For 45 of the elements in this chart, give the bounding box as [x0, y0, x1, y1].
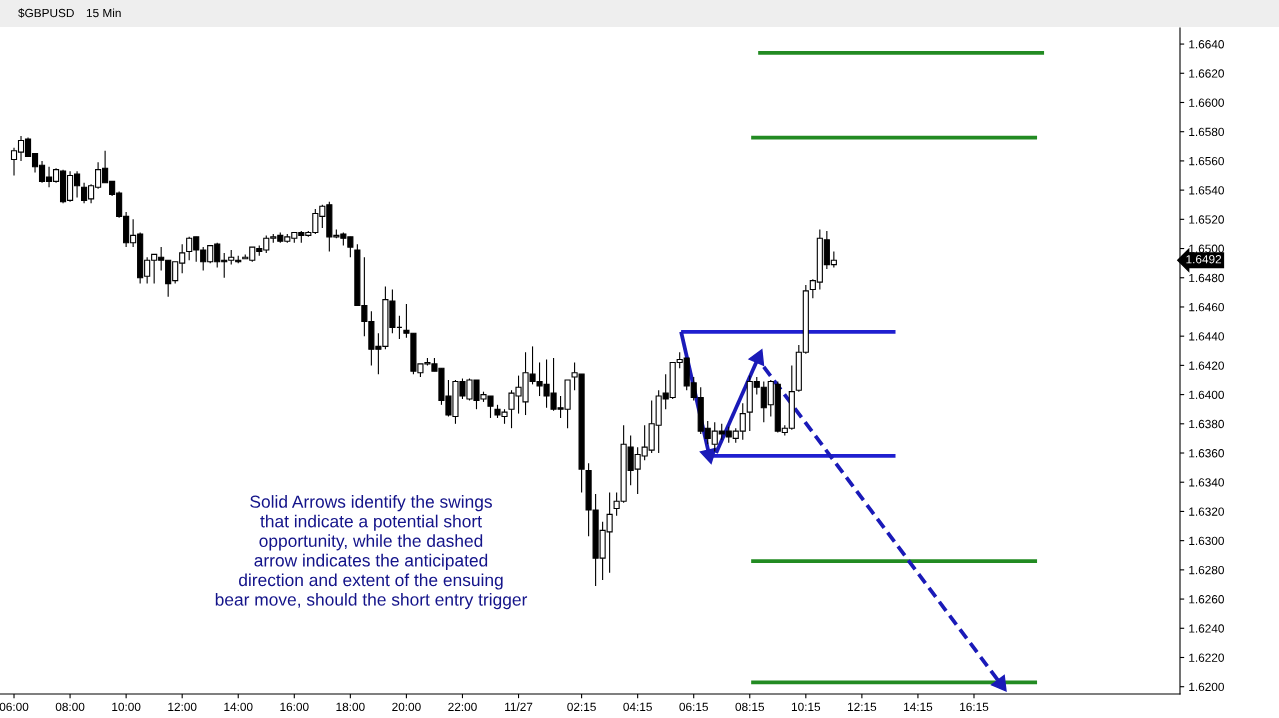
y-tick-label: 1.6440 [1189, 332, 1224, 341]
y-tick-label: 1.6280 [1189, 565, 1224, 575]
y-tick-label: 1.6560 [1189, 156, 1224, 166]
x-tick-label: 10:15 [791, 702, 821, 711]
y-tick-label: 1.6580 [1189, 127, 1224, 137]
x-tick-label: 16:00 [280, 702, 309, 711]
x-tick-label: 22:00 [448, 702, 477, 711]
x-tick-label: 10:00 [112, 702, 141, 711]
y-tick-label: 1.6240 [1189, 624, 1224, 633]
x-tick-label: 12:15 [848, 702, 877, 711]
y-tick-label: 1.6360 [1189, 449, 1224, 458]
y-tick-label: 1.6540 [1189, 186, 1224, 195]
y-tick-label: 1.6220 [1189, 653, 1224, 662]
annotation: Solid Arrows identify the swings that indicate a potential short opportunity, while the dashed arrow indicates the anticipated direction and extent of the ensuing bear move, should the short entry trigger [215, 495, 528, 610]
y-tick-label: 1.6520 [1189, 215, 1224, 224]
x-tick-label: 14:00 [224, 702, 253, 711]
chart-subtitle: 15 Min [86, 8, 121, 18]
y-tick-label: 1.6300 [1189, 536, 1224, 546]
y-tick-label: 1.6600 [1189, 98, 1224, 107]
y-tick-label: 1.6400 [1189, 390, 1224, 399]
y-tick-label: 1.6320 [1189, 507, 1224, 516]
x-tick-label: 16:15 [960, 702, 989, 711]
y-tick-label: 1.6260 [1189, 595, 1224, 604]
x-tick-label: 20:00 [392, 702, 421, 711]
x-tick-label: 08:15 [735, 702, 765, 711]
y-tick-label: 1.6500 [1189, 244, 1224, 253]
x-tick-label: 12:00 [168, 702, 197, 711]
x-tick-label: 08:00 [55, 702, 85, 711]
x-tick-label: 02:15 [567, 702, 596, 711]
y-tick-label: 1.6340 [1189, 478, 1224, 487]
text: 1.6492 [1186, 255, 1222, 264]
x-tick-label: 04:15 [623, 702, 652, 711]
x-tick-label: 06:15 [679, 702, 708, 711]
x-tick-label: 06:00 [0, 702, 29, 711]
chart-title: $GBPUSD [18, 8, 74, 18]
y-tick-label: 1.6640 [1189, 40, 1224, 49]
y-tick-label: 1.6200 [1189, 682, 1224, 692]
y-tick-label: 1.6620 [1189, 69, 1224, 78]
y-tick-label: 1.6420 [1189, 361, 1224, 370]
y-tick-label: 1.6460 [1189, 302, 1224, 312]
x-tick-label: 11/27 [505, 702, 533, 711]
x-tick-label: 14:15 [904, 702, 933, 711]
x-tick-label: 18:00 [336, 702, 365, 711]
y-tick-label: 1.6380 [1189, 419, 1224, 429]
y-tick-label: 1.6480 [1189, 273, 1224, 283]
